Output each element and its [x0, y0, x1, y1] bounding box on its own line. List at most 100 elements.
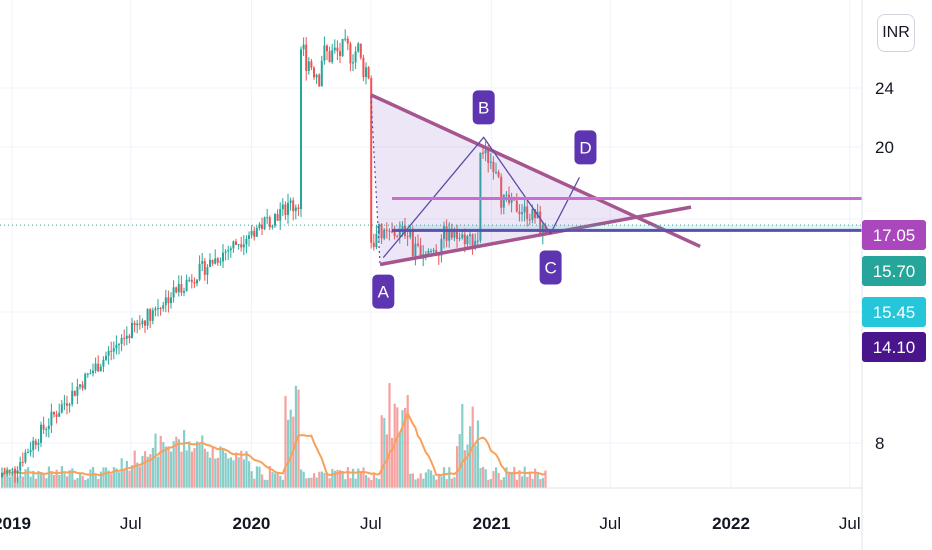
- volume-bar: [133, 450, 136, 488]
- volume-bar: [495, 467, 498, 488]
- candle-body: [250, 230, 253, 236]
- candle-body: [487, 150, 490, 163]
- candle-body: [349, 43, 352, 64]
- candle-body: [344, 38, 347, 40]
- candle-body: [216, 258, 219, 263]
- candle-body: [11, 469, 14, 471]
- candle-body: [141, 320, 144, 325]
- volume-bar: [456, 446, 459, 488]
- candle-body: [430, 250, 432, 252]
- candle-body: [164, 297, 167, 306]
- volume-bar: [422, 478, 425, 488]
- volume-bar: [287, 419, 290, 488]
- volume-bar: [42, 473, 45, 488]
- candle-body: [154, 308, 157, 311]
- candle-body: [167, 297, 170, 304]
- candle-body: [484, 150, 487, 154]
- volume-bar: [378, 479, 381, 488]
- volume-bar: [357, 468, 360, 488]
- candle-body: [196, 279, 198, 284]
- candle-body: [1, 472, 3, 478]
- candle-body: [523, 206, 526, 213]
- price-band: [392, 225, 862, 231]
- x-tick-label: Jul: [599, 514, 621, 533]
- candle-body: [393, 231, 396, 237]
- volume-bar: [479, 467, 482, 488]
- volume-bar: [492, 471, 495, 488]
- candle-body: [172, 287, 175, 298]
- volume-bar: [227, 458, 230, 488]
- price-tag: [862, 297, 926, 327]
- candle-body: [115, 344, 118, 349]
- volume-bar: [500, 479, 503, 488]
- candle-body: [305, 44, 308, 71]
- volume-bar: [409, 473, 412, 488]
- candle-body: [383, 229, 386, 239]
- candle-body: [240, 244, 243, 248]
- volume-bar: [370, 479, 373, 488]
- volume-bar: [435, 479, 438, 488]
- volume-bar: [289, 409, 292, 488]
- volume-bar: [232, 460, 235, 488]
- volume-bar: [297, 389, 300, 488]
- volume-bar: [29, 476, 32, 488]
- candle-body: [157, 308, 159, 310]
- volume-bar: [3, 467, 6, 488]
- lower-trendline[interactable]: [379, 205, 692, 267]
- candle-body: [71, 390, 74, 405]
- volume-bar: [47, 466, 50, 488]
- volume-bar: [203, 448, 206, 488]
- candle-body: [456, 229, 458, 239]
- volume-bar: [24, 469, 27, 488]
- candle-body: [136, 323, 139, 326]
- volume-bar: [248, 461, 251, 488]
- candle-body: [539, 211, 542, 236]
- upper-trendline[interactable]: [370, 93, 701, 248]
- candle-body: [310, 61, 313, 68]
- volume-bar: [523, 466, 526, 488]
- volume-bar: [37, 470, 40, 488]
- candle-body: [489, 161, 492, 163]
- volume-bar: [526, 476, 529, 488]
- candle-body: [235, 241, 237, 245]
- volume-bar: [92, 466, 95, 488]
- candle-body: [362, 57, 365, 78]
- candle-body: [518, 211, 521, 215]
- volume-bar: [123, 469, 126, 488]
- volume-bar: [50, 471, 53, 488]
- candle-body: [105, 355, 107, 360]
- volume-bar: [497, 472, 500, 488]
- candle-body: [302, 44, 305, 50]
- candle-body: [214, 258, 217, 264]
- candle-body: [258, 224, 261, 229]
- candle-body: [146, 309, 149, 326]
- volume-bar: [164, 446, 167, 488]
- volume-bar: [294, 385, 297, 488]
- currency-button[interactable]: INR: [877, 14, 915, 52]
- candle-body: [411, 230, 414, 257]
- candle-body: [339, 51, 341, 57]
- volume-bar: [463, 450, 466, 488]
- candle-body: [318, 74, 321, 87]
- volume-bar: [193, 448, 196, 488]
- candle-body: [427, 251, 430, 254]
- volume-bar: [536, 473, 539, 488]
- candle-body: [193, 282, 196, 284]
- volume-bar: [250, 471, 253, 488]
- candle-body: [224, 251, 227, 253]
- volume-bar: [515, 479, 518, 488]
- candle-body: [417, 243, 419, 246]
- volume-bar: [60, 466, 63, 488]
- pattern-point-label-a: [372, 274, 395, 309]
- candle-body: [229, 248, 232, 251]
- volume-bar: [541, 477, 544, 488]
- candle-body: [315, 74, 318, 78]
- volume-bar: [505, 467, 508, 488]
- candle-body: [175, 287, 178, 293]
- volume-bar: [518, 470, 521, 488]
- candle-body: [245, 238, 248, 245]
- candle-body: [279, 209, 282, 221]
- candle-body: [53, 411, 55, 415]
- volume-bar: [380, 415, 383, 488]
